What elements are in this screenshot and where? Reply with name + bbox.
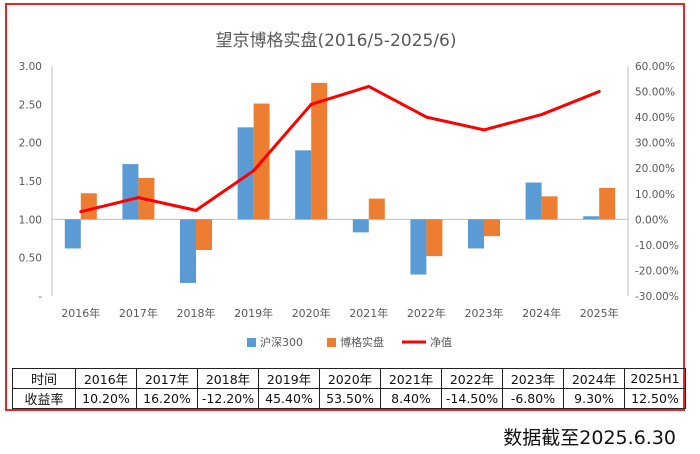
net-value-point bbox=[597, 90, 601, 94]
bar-csi300 bbox=[295, 150, 312, 220]
table-cell-return: 10.20% bbox=[75, 388, 137, 409]
net-value-point bbox=[136, 196, 140, 200]
right-axis-tick-label: 30.00% bbox=[635, 138, 675, 150]
right-axis-tick-label: -10.00% bbox=[635, 240, 679, 252]
bar-boge bbox=[311, 82, 328, 220]
left-axis-tick-label: 1.50 bbox=[19, 176, 42, 188]
bar-boge bbox=[80, 193, 97, 220]
table-row-years: 时间 2016年 2017年 2018年 2019年 2020年 2021年 2… bbox=[12, 368, 686, 389]
table-cell-year: 2023年 bbox=[502, 368, 564, 389]
table-cell-year: 2016年 bbox=[75, 368, 137, 389]
x-axis-tick-label: 2022年 bbox=[407, 306, 446, 320]
x-axis-tick-label: 2019年 bbox=[234, 306, 273, 320]
returns-table: 时间 2016年 2017年 2018年 2019年 2020年 2021年 2… bbox=[12, 368, 686, 409]
table-cell-year: 2024年 bbox=[563, 368, 625, 389]
x-axis-tick-label: 2020年 bbox=[292, 306, 331, 320]
right-axis-tick-label: 50.00% bbox=[635, 87, 675, 99]
table-cell-year: 2020年 bbox=[319, 368, 381, 389]
bar-boge bbox=[541, 196, 558, 220]
table-cell-year: 2018年 bbox=[197, 368, 259, 389]
net-value-line bbox=[80, 84, 600, 214]
right-axis-tick-label: 20.00% bbox=[635, 163, 675, 175]
table-cell-return: 53.50% bbox=[319, 388, 381, 409]
chart-frame bbox=[5, 3, 685, 411]
bar-boge bbox=[368, 198, 385, 220]
bar-csi300 bbox=[180, 219, 196, 283]
bar-boge bbox=[599, 187, 616, 220]
net-value-point bbox=[424, 115, 428, 119]
left-axis-tick-label: 1.00 bbox=[19, 214, 42, 226]
bar-boge bbox=[484, 219, 500, 237]
x-axis-tick-label: 2021年 bbox=[349, 306, 388, 320]
table-cell-return: 12.50% bbox=[624, 388, 686, 409]
x-axis-tick-label: 2016年 bbox=[61, 306, 100, 320]
right-axis-tick-label: -30.00% bbox=[635, 291, 679, 303]
x-axis-tick-label: 2017年 bbox=[119, 306, 158, 320]
left-axis-tick-label: 2.50 bbox=[19, 99, 42, 111]
table-cell-year: 2021年 bbox=[380, 368, 442, 389]
left-axis-tick-label: 0.50 bbox=[19, 253, 42, 265]
table-cell-return: -12.20% bbox=[197, 388, 259, 409]
bar-csi300 bbox=[64, 219, 81, 249]
bar-csi300 bbox=[525, 182, 542, 220]
row-label-time: 时间 bbox=[12, 368, 76, 389]
net-value-point bbox=[367, 84, 371, 88]
left-axis-tick-label: 2.00 bbox=[19, 138, 42, 150]
net-value-point bbox=[482, 128, 486, 132]
right-axis-tick-label: -20.00% bbox=[635, 265, 679, 277]
legend-label: 沪深300 bbox=[260, 335, 303, 349]
table-cell-year: 2017年 bbox=[136, 368, 198, 389]
legend: 沪深300 博格实盘 净值 bbox=[247, 335, 452, 349]
x-axis-tick-label: 2024年 bbox=[522, 306, 561, 320]
left-axis-tick-label: - bbox=[38, 291, 42, 303]
legend-swatch bbox=[327, 338, 336, 347]
bar-csi300 bbox=[352, 219, 369, 233]
right-axis-tick-label: 40.00% bbox=[635, 112, 675, 124]
bar-boge bbox=[426, 219, 443, 257]
right-axis-tick-label: 10.00% bbox=[635, 189, 675, 201]
table-cell-return: 9.30% bbox=[563, 388, 625, 409]
table-cell-year: 2019年 bbox=[258, 368, 320, 389]
x-axis-tick-label: 2025年 bbox=[580, 306, 619, 320]
bar-csi300 bbox=[237, 127, 254, 220]
table-cell-return: 16.20% bbox=[136, 388, 198, 409]
bar-csi300 bbox=[583, 216, 600, 220]
table-cell-return: -14.50% bbox=[441, 388, 503, 409]
net-value-point bbox=[79, 210, 83, 214]
table-cell-return: -6.80% bbox=[502, 388, 564, 409]
table-cell-return: 8.40% bbox=[380, 388, 442, 409]
net-value-point bbox=[309, 102, 313, 106]
legend-swatch bbox=[247, 338, 256, 347]
x-axis-tick-label: 2023年 bbox=[465, 306, 504, 320]
data-date-note: 数据截至2025.6.30 bbox=[503, 427, 676, 449]
bar-csi300 bbox=[468, 219, 484, 249]
x-axis-tick-label: 2018年 bbox=[177, 306, 216, 320]
legend-label: 博格实盘 bbox=[340, 335, 384, 349]
table-cell-year: 2025H1 bbox=[624, 368, 686, 389]
bar-csi300 bbox=[122, 164, 139, 220]
table-row-returns: 收益率 10.20% 16.20% -12.20% 45.40% 53.50% … bbox=[12, 388, 686, 409]
row-label-return: 收益率 bbox=[12, 388, 76, 409]
right-axis-tick-label: 0.00% bbox=[635, 214, 668, 226]
bar-csi300 bbox=[410, 219, 427, 275]
net-value-point bbox=[252, 169, 256, 173]
table-cell-return: 45.40% bbox=[258, 388, 320, 409]
left-axis-tick-label: 3.00 bbox=[19, 61, 42, 73]
table-cell-year: 2022年 bbox=[441, 368, 503, 389]
right-axis-tick-label: 60.00% bbox=[635, 61, 675, 73]
combo-chart: 望京博格实盘(2016/5-2025/6) 3.00 2.50 2.00 1.50 1.… bbox=[19, 31, 679, 349]
chart-title: 望京博格实盘(2016/5-2025/6) bbox=[215, 31, 456, 51]
net-value-point bbox=[194, 208, 198, 212]
legend-label: 净值 bbox=[430, 335, 452, 349]
bar-boge bbox=[196, 219, 212, 250]
net-value-point bbox=[540, 113, 544, 117]
